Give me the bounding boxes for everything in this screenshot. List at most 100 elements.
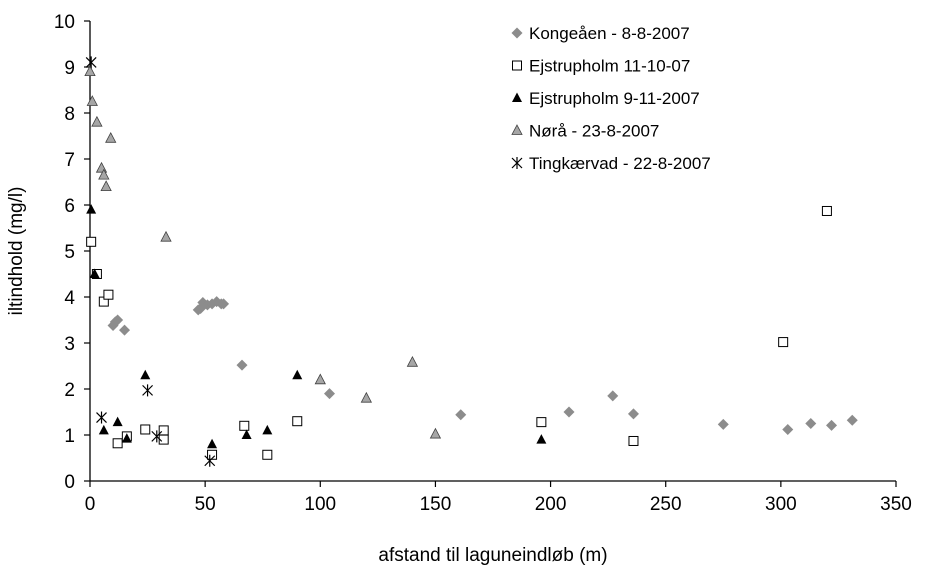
data-point [103,289,114,300]
legend-label: Kongeåen - 8-8-2007 [529,24,690,43]
data-point [89,268,100,278]
data-point [292,416,303,427]
data-point [628,435,639,446]
y-tick-label: 0 [64,472,75,493]
data-point [140,424,151,435]
data-point [86,204,97,214]
x-tick-label: 250 [650,494,682,515]
data-point [98,168,110,180]
x-axis-title: afstand til laguneindløb (m) [378,545,607,566]
data-point [536,434,547,444]
legend-marker [512,60,522,71]
y-tick-label: 1 [64,426,75,447]
series-4 [84,65,442,439]
legend-item: Nørå - 23-8-2007 [511,122,659,141]
y-tick-label: 9 [64,58,75,79]
axes [89,21,896,482]
series-1 [107,296,858,435]
x-tick-label: 350 [880,494,912,515]
data-point [805,418,817,429]
data-point [241,429,252,439]
x-tick-label: 300 [765,494,797,515]
data-point [536,417,547,428]
x-tick-label: 50 [195,494,216,515]
y-axis-ticks: 0 1 2 3 4 5 6 7 8 9 10 [54,12,90,493]
legend-marker [511,157,523,169]
legend-marker [512,92,522,102]
data-point [158,425,169,436]
data-point [717,418,729,430]
data-point [95,161,108,173]
y-axis-title: iltindhold (mg/l) [6,187,27,316]
data-point [360,391,373,403]
data-point [112,416,123,427]
legend-item: Kongeåen - 8-8-2007 [511,24,690,43]
data-point [207,438,218,449]
series-2 [86,205,832,460]
legend-label: Nørå - 23-8-2007 [529,122,659,141]
data-point [239,420,250,431]
data-point [778,337,789,348]
data-point [262,449,273,460]
data-point [112,438,123,449]
legend-item: Ejstrupholm 11-10-07 [512,57,690,76]
data-point [821,205,832,216]
y-tick-label: 7 [64,150,75,171]
data-point [236,359,248,371]
legend-marker [511,27,523,39]
legend-marker [511,124,523,135]
data-point [218,298,230,310]
series-5 [85,56,216,467]
x-tick-label: 0 [85,494,96,515]
x-axis-ticks: 0 50 100 150 200 250 300 350 [85,481,912,515]
data-point [314,373,326,385]
data-point [84,65,96,76]
data-point [112,314,124,326]
y-tick-label: 2 [64,380,75,401]
data-point [406,355,419,367]
data-point [563,406,575,418]
data-point [96,411,107,424]
data-point [204,454,216,467]
data-point [429,427,442,439]
y-tick-label: 10 [54,12,75,33]
y-tick-label: 5 [64,242,75,263]
data-point [121,433,132,443]
x-tick-label: 200 [535,494,567,515]
data-point [85,56,97,69]
data-point [160,230,172,242]
data-point [627,408,639,420]
legend: Kongeåen - 8-8-2007 Ejstrupholm 11-10-07 E… [511,24,711,173]
data-point [119,324,131,336]
x-tick-label: 100 [304,494,336,515]
data-point [455,409,467,421]
data-point [86,95,98,106]
legend-label: Ejstrupholm 9-11-2007 [529,89,700,108]
data-point [98,424,109,435]
data-point [86,236,97,247]
data-point [292,369,303,380]
data-point [323,388,335,400]
data-point [607,390,619,402]
data-point [826,419,838,431]
data-point [142,384,153,397]
series-3 [86,204,547,449]
data-point [846,414,858,426]
x-tick-label: 150 [420,494,452,515]
legend-label: Ejstrupholm 11-10-07 [529,57,690,76]
data-point [100,180,112,192]
data-point [140,369,151,380]
y-tick-label: 6 [64,196,75,217]
data-point [782,423,794,435]
y-tick-label: 8 [64,104,75,125]
y-tick-label: 4 [64,288,75,309]
legend-label: Tingkærvad - 22-8-2007 [529,154,711,173]
data-point [91,115,103,127]
data-point [105,131,117,143]
data-points [84,56,858,467]
y-tick-label: 3 [64,334,75,355]
data-point [262,424,273,435]
legend-item: Tingkærvad - 22-8-2007 [511,154,711,173]
data-point [151,430,163,443]
